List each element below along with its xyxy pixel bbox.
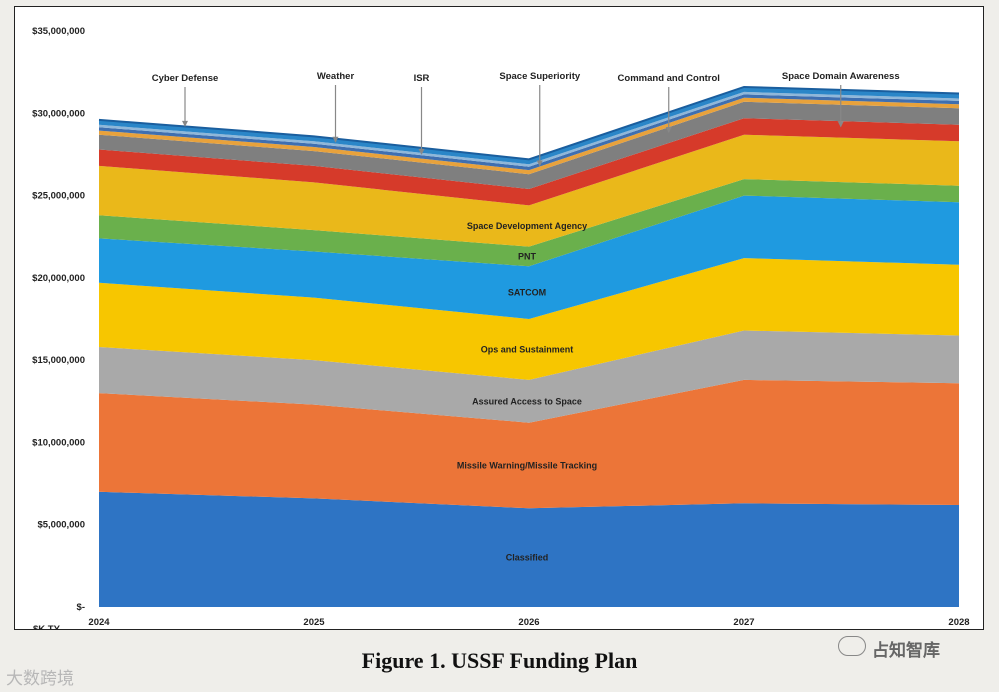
ytick-label: $15,000,000 bbox=[32, 355, 85, 366]
chart-frame: Classified Missile Warning/Missile Tracki… bbox=[14, 6, 984, 630]
annotation-arrowhead bbox=[418, 148, 425, 155]
band-label-ops-and-sustainment: Ops and Sustainment bbox=[481, 344, 574, 354]
area-pnt bbox=[99, 179, 959, 267]
annotation-arrowhead bbox=[182, 120, 188, 127]
annotation-arrowhead bbox=[536, 160, 543, 167]
annotation-label: Cyber Defense bbox=[152, 73, 219, 84]
band-label-space-development-agency: Space Development Agency bbox=[467, 221, 587, 231]
xtick-label: 2026 bbox=[518, 617, 539, 628]
band-label-classified: Classified bbox=[506, 553, 549, 563]
area-space-development-agency bbox=[99, 134, 959, 247]
xtick-label: 2028 bbox=[948, 617, 969, 628]
annotation-label: Space Domain Awareness bbox=[782, 71, 900, 82]
band-label-satcom: SATCOM bbox=[508, 288, 546, 298]
xtick-label: 2024 bbox=[88, 617, 110, 628]
area-space-domain-awareness bbox=[99, 118, 959, 206]
y-axis-label: $K TY bbox=[33, 624, 61, 629]
ytick-label: $30,000,000 bbox=[32, 108, 85, 119]
area-cyber-defense bbox=[99, 87, 959, 165]
watermark-left: 大数跨境 bbox=[6, 669, 74, 689]
annotation-label: Command and Control bbox=[618, 73, 720, 84]
xtick-label: 2025 bbox=[303, 617, 325, 628]
area-satcom bbox=[99, 195, 959, 319]
area-classified bbox=[99, 491, 959, 607]
wechat-icon bbox=[838, 636, 866, 656]
ytick-label: $20,000,000 bbox=[32, 273, 85, 284]
ytick-label: $10,000,000 bbox=[32, 437, 85, 448]
xtick-label: 2027 bbox=[733, 617, 754, 628]
funding-area-chart: Classified Missile Warning/Missile Tracki… bbox=[32, 26, 969, 629]
area-space-superiority bbox=[99, 97, 959, 175]
ytick-label: $5,000,000 bbox=[37, 520, 85, 531]
band-label-missile-warning-missile-tracking: Missile Warning/Missile Tracking bbox=[457, 460, 597, 470]
annotation-label: ISR bbox=[414, 73, 430, 84]
figure-caption: Figure 1. USSF Funding Plan bbox=[361, 648, 638, 673]
ytick-label: $- bbox=[77, 602, 85, 613]
annotation-label: Weather bbox=[317, 71, 355, 82]
band-label-pnt: PNT bbox=[518, 251, 537, 261]
area-missile-warning-missile-tracking bbox=[99, 379, 959, 509]
top-outline bbox=[98, 85, 960, 161]
area-command-and-control bbox=[99, 101, 959, 189]
area-assured-access-to-space bbox=[99, 330, 959, 423]
annotation-arrowhead bbox=[837, 121, 844, 128]
annotation-arrowhead bbox=[665, 127, 672, 134]
watermark-right: 占知智库 bbox=[872, 641, 940, 661]
annotation-arrowhead bbox=[332, 136, 339, 143]
band-label-assured-access-to-space: Assured Access to Space bbox=[472, 396, 582, 406]
ytick-label: $25,000,000 bbox=[32, 191, 85, 202]
annotation-label: Space Superiority bbox=[499, 71, 580, 82]
ytick-label: $35,000,000 bbox=[32, 26, 85, 37]
